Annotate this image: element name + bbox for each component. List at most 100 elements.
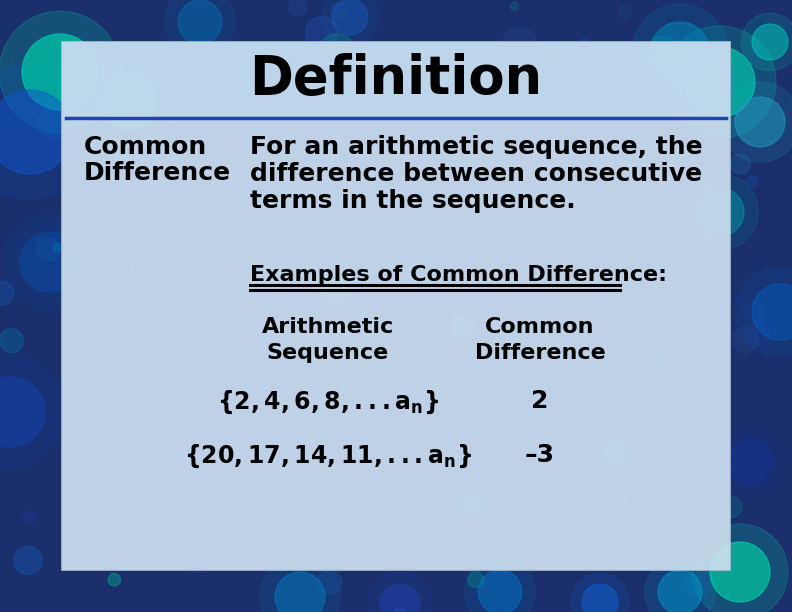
Circle shape <box>330 2 347 18</box>
Circle shape <box>752 24 788 60</box>
Circle shape <box>288 520 313 545</box>
Text: Examples of Common Difference:: Examples of Common Difference: <box>250 265 667 285</box>
Circle shape <box>615 443 630 459</box>
Text: Sequence: Sequence <box>267 343 389 363</box>
Text: Common: Common <box>485 317 595 337</box>
Circle shape <box>699 464 722 486</box>
Circle shape <box>260 557 340 612</box>
Text: For an arithmetic sequence, the: For an arithmetic sequence, the <box>250 135 703 159</box>
Circle shape <box>319 34 355 69</box>
Circle shape <box>332 0 368 35</box>
Circle shape <box>318 570 342 594</box>
Circle shape <box>710 542 770 602</box>
Text: Definition: Definition <box>249 53 543 105</box>
Circle shape <box>340 349 375 385</box>
Circle shape <box>584 117 600 133</box>
Circle shape <box>0 11 121 133</box>
Circle shape <box>318 466 333 482</box>
Circle shape <box>319 270 353 304</box>
Circle shape <box>0 329 24 353</box>
Circle shape <box>20 232 80 292</box>
Circle shape <box>682 174 759 250</box>
Circle shape <box>723 56 732 65</box>
Circle shape <box>728 440 772 484</box>
Circle shape <box>118 420 135 437</box>
Circle shape <box>460 493 483 517</box>
Circle shape <box>417 349 445 378</box>
Circle shape <box>178 0 222 44</box>
Circle shape <box>301 487 331 517</box>
Circle shape <box>102 74 158 130</box>
Text: 2: 2 <box>531 389 549 413</box>
Circle shape <box>306 17 337 49</box>
Circle shape <box>165 0 235 57</box>
Circle shape <box>259 264 286 292</box>
Circle shape <box>235 190 256 212</box>
Circle shape <box>747 176 758 187</box>
Circle shape <box>662 248 688 274</box>
Circle shape <box>110 150 129 169</box>
Circle shape <box>715 427 785 497</box>
Circle shape <box>284 233 310 259</box>
Circle shape <box>97 296 111 309</box>
Circle shape <box>571 573 629 612</box>
Circle shape <box>580 39 588 48</box>
Circle shape <box>684 566 714 595</box>
Circle shape <box>468 572 484 588</box>
Circle shape <box>87 386 109 408</box>
Circle shape <box>503 28 537 61</box>
Circle shape <box>39 105 72 139</box>
Circle shape <box>0 65 97 199</box>
Circle shape <box>289 0 307 16</box>
Circle shape <box>696 188 744 236</box>
Circle shape <box>735 267 792 357</box>
Circle shape <box>645 557 715 612</box>
Circle shape <box>24 511 36 523</box>
Circle shape <box>137 248 149 261</box>
Circle shape <box>368 572 432 612</box>
Circle shape <box>395 607 404 612</box>
Circle shape <box>658 570 702 612</box>
Circle shape <box>374 444 385 455</box>
Circle shape <box>275 572 325 612</box>
Circle shape <box>114 151 130 167</box>
Circle shape <box>747 321 771 345</box>
Circle shape <box>54 244 63 252</box>
FancyBboxPatch shape <box>62 42 730 570</box>
Circle shape <box>0 90 72 174</box>
Circle shape <box>0 282 13 305</box>
Circle shape <box>0 377 45 447</box>
Circle shape <box>733 326 760 353</box>
Circle shape <box>510 2 519 10</box>
Circle shape <box>582 584 618 612</box>
Circle shape <box>275 401 288 414</box>
Circle shape <box>124 79 131 88</box>
Circle shape <box>645 36 680 71</box>
Circle shape <box>451 315 476 340</box>
Circle shape <box>184 528 218 562</box>
Circle shape <box>36 238 60 261</box>
Circle shape <box>108 573 120 586</box>
Text: $\mathbf{\{}$$\mathbf{20, 17, 14, 11, ...{a}_{n}}$$\mathbf{\}}$: $\mathbf{\{}$$\mathbf{20, 17, 14, 11, ..… <box>184 443 472 470</box>
Circle shape <box>739 299 765 326</box>
Circle shape <box>692 524 788 612</box>
Text: Difference: Difference <box>474 343 605 363</box>
Circle shape <box>277 181 313 216</box>
Circle shape <box>478 570 522 612</box>
Circle shape <box>419 96 435 112</box>
Text: difference between consecutive: difference between consecutive <box>250 162 703 186</box>
Circle shape <box>619 6 631 17</box>
Circle shape <box>353 52 378 77</box>
Circle shape <box>553 265 588 300</box>
Circle shape <box>720 82 792 162</box>
Circle shape <box>752 284 792 340</box>
Circle shape <box>166 510 194 539</box>
Circle shape <box>15 42 48 74</box>
Circle shape <box>465 552 482 569</box>
Circle shape <box>185 553 204 572</box>
FancyBboxPatch shape <box>62 42 730 117</box>
Text: terms in the sequence.: terms in the sequence. <box>250 189 576 213</box>
Circle shape <box>13 546 42 575</box>
Circle shape <box>602 440 628 466</box>
Text: $\mathbf{\{}$$\mathbf{2, 4, 6, 8, ...{a}_{n}}$$\mathbf{\}}$: $\mathbf{\{}$$\mathbf{2, 4, 6, 8, ...{a}… <box>217 389 439 416</box>
